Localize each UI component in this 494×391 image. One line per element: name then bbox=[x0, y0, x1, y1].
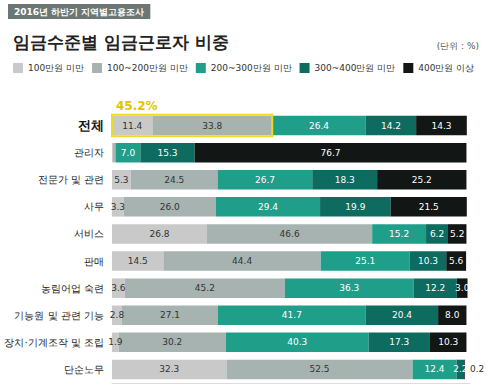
svg-text:76.7: 76.7 bbox=[320, 148, 340, 158]
svg-text:3.0: 3.0 bbox=[455, 283, 470, 293]
svg-text:21.5: 21.5 bbox=[419, 202, 439, 212]
svg-text:장치·기계조작 및 조립: 장치·기계조작 및 조립 bbox=[4, 337, 104, 348]
svg-text:(단위 : %): (단위 : %) bbox=[437, 41, 479, 51]
svg-text:기능원 및 관련 기능: 기능원 및 관련 기능 bbox=[14, 310, 104, 321]
svg-text:10.3: 10.3 bbox=[418, 256, 438, 266]
svg-text:전문가 및 관련: 전문가 및 관련 bbox=[38, 174, 104, 185]
svg-text:20.4: 20.4 bbox=[392, 310, 412, 320]
svg-text:300~400만원 미만: 300~400만원 미만 bbox=[315, 63, 396, 73]
svg-text:44.4: 44.4 bbox=[232, 256, 252, 266]
svg-text:25.2: 25.2 bbox=[412, 175, 432, 185]
svg-text:26.4: 26.4 bbox=[309, 121, 329, 131]
svg-text:36.3: 36.3 bbox=[339, 283, 359, 293]
svg-text:26.0: 26.0 bbox=[160, 202, 180, 212]
svg-text:1.9: 1.9 bbox=[108, 337, 123, 347]
svg-text:5.3: 5.3 bbox=[114, 175, 128, 185]
svg-text:32.3: 32.3 bbox=[159, 364, 179, 374]
svg-text:400만원 이상: 400만원 이상 bbox=[418, 63, 474, 73]
svg-text:27.1: 27.1 bbox=[160, 310, 180, 320]
svg-text:12.2: 12.2 bbox=[425, 283, 445, 293]
svg-text:14.2: 14.2 bbox=[381, 121, 401, 131]
svg-text:농림어업 숙련: 농림어업 숙련 bbox=[41, 283, 104, 294]
svg-text:7.0: 7.0 bbox=[121, 148, 136, 158]
svg-text:12.4: 12.4 bbox=[425, 364, 445, 374]
svg-text:15.2: 15.2 bbox=[389, 229, 409, 239]
svg-text:전체: 전체 bbox=[78, 118, 104, 133]
svg-text:11.4: 11.4 bbox=[122, 121, 142, 131]
svg-text:30.2: 30.2 bbox=[162, 337, 182, 347]
svg-text:41.7: 41.7 bbox=[282, 310, 302, 320]
svg-text:40.3: 40.3 bbox=[287, 337, 307, 347]
svg-text:10.3: 10.3 bbox=[438, 337, 458, 347]
svg-text:관리자: 관리자 bbox=[74, 147, 104, 158]
svg-text:임금수준별 임금근로자 비중: 임금수준별 임금근로자 비중 bbox=[13, 32, 229, 52]
svg-text:26.7: 26.7 bbox=[255, 175, 275, 185]
svg-text:29.4: 29.4 bbox=[258, 202, 278, 212]
svg-text:100~200만원 미만: 100~200만원 미만 bbox=[107, 63, 188, 73]
svg-text:24.5: 24.5 bbox=[164, 175, 184, 185]
svg-text:26.8: 26.8 bbox=[149, 229, 169, 239]
svg-text:0.2: 0.2 bbox=[470, 364, 484, 374]
svg-text:45.2%: 45.2% bbox=[116, 99, 158, 113]
svg-text:3.3: 3.3 bbox=[111, 202, 125, 212]
svg-text:33.8: 33.8 bbox=[202, 121, 222, 131]
svg-text:14.3: 14.3 bbox=[431, 121, 451, 131]
svg-text:46.6: 46.6 bbox=[280, 229, 300, 239]
svg-text:2016년 하반기 지역별고용조사: 2016년 하반기 지역별고용조사 bbox=[14, 7, 144, 17]
svg-text:17.3: 17.3 bbox=[389, 337, 409, 347]
svg-text:19.9: 19.9 bbox=[345, 202, 365, 212]
svg-text:52.5: 52.5 bbox=[310, 364, 330, 374]
svg-text:15.3: 15.3 bbox=[157, 148, 177, 158]
svg-text:단순노무: 단순노무 bbox=[64, 364, 104, 375]
svg-text:18.3: 18.3 bbox=[335, 175, 355, 185]
svg-text:서비스: 서비스 bbox=[74, 228, 104, 239]
svg-text:5.2: 5.2 bbox=[450, 229, 464, 239]
svg-text:14.5: 14.5 bbox=[128, 256, 148, 266]
svg-text:200~300만원 미만: 200~300만원 미만 bbox=[211, 63, 292, 73]
svg-text:100만원 미만: 100만원 미만 bbox=[28, 63, 84, 73]
svg-text:사무: 사무 bbox=[84, 201, 104, 212]
svg-text:6.2: 6.2 bbox=[430, 229, 444, 239]
svg-text:2.2: 2.2 bbox=[453, 364, 467, 374]
svg-text:45.2: 45.2 bbox=[195, 283, 215, 293]
svg-text:5.6: 5.6 bbox=[449, 256, 464, 266]
svg-text:판매: 판매 bbox=[84, 256, 104, 267]
svg-text:2.8: 2.8 bbox=[110, 310, 125, 320]
svg-text:25.1: 25.1 bbox=[355, 256, 375, 266]
svg-text:3.6: 3.6 bbox=[111, 283, 126, 293]
svg-text:8.0: 8.0 bbox=[445, 310, 460, 320]
